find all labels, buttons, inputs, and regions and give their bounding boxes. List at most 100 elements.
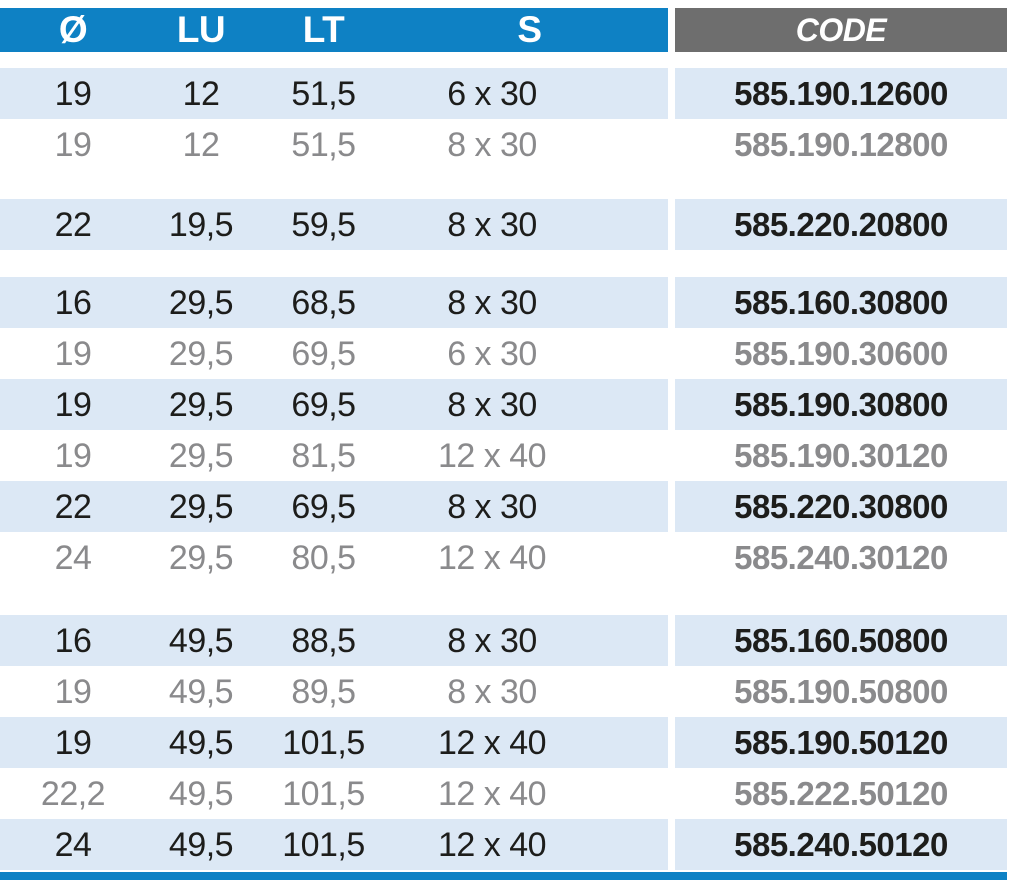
group-separator — [0, 250, 1010, 277]
column-gutter — [668, 68, 675, 119]
column-gutter — [668, 8, 675, 52]
row-main-block: 19 12 51,5 8 x 30 — [0, 119, 668, 170]
row-code-block: 585.190.30600 — [675, 328, 1007, 379]
cell-diameter: 19 — [54, 723, 92, 762]
column-gutter — [668, 481, 675, 532]
column-header-code: CODE — [795, 11, 887, 48]
cell-s: 8 x 30 — [447, 385, 537, 424]
row-code-block: 585.190.50120 — [675, 717, 1007, 768]
column-gutter — [668, 277, 675, 328]
cell-s: 6 x 30 — [447, 334, 537, 373]
cell-code: 585.240.50120 — [734, 826, 948, 863]
column-gutter — [668, 379, 675, 430]
row-main-block: 24 49,5 101,5 12 x 40 — [0, 819, 668, 870]
column-gutter — [668, 768, 675, 819]
cell-code: 585.220.30800 — [734, 488, 948, 525]
row-code-block: 585.222.50120 — [675, 768, 1007, 819]
row-code-block: 585.220.30800 — [675, 481, 1007, 532]
cell-diameter: 22 — [54, 487, 92, 526]
header-main-block: Ø LU LT S — [0, 8, 668, 52]
cell-code: 585.190.12800 — [734, 126, 948, 163]
cell-lt: 69,5 — [291, 334, 356, 373]
cell-lt: 81,5 — [291, 436, 356, 475]
bottom-accent-bar — [0, 872, 1007, 880]
cell-code: 585.160.50800 — [734, 622, 948, 659]
row-code-block: 585.190.30800 — [675, 379, 1007, 430]
cell-lu: 29,5 — [168, 436, 234, 475]
cell-lu: 29,5 — [168, 385, 234, 424]
cell-lt: 101,5 — [282, 774, 365, 813]
table-body: 19 12 51,5 6 x 30 585.190.12600 19 12 51… — [0, 68, 1010, 870]
cell-diameter: 19 — [54, 125, 92, 164]
group-separator — [0, 583, 1010, 615]
row-main-block: 19 12 51,5 6 x 30 — [0, 68, 668, 119]
cell-code: 585.190.12600 — [734, 75, 948, 112]
cell-lt: 51,5 — [291, 74, 356, 113]
cell-lt: 101,5 — [282, 723, 365, 762]
cell-s: 8 x 30 — [447, 487, 537, 526]
header-code-block: CODE — [675, 8, 1007, 52]
cell-code: 585.240.30120 — [734, 539, 948, 576]
row-main-block: 19 49,5 101,5 12 x 40 — [0, 717, 668, 768]
cell-lt: 51,5 — [291, 125, 356, 164]
header-separator — [0, 52, 1010, 68]
cell-diameter: 24 — [54, 538, 92, 577]
cell-lt: 80,5 — [291, 538, 356, 577]
cell-code: 585.190.50120 — [734, 724, 948, 761]
cell-code: 585.190.30120 — [734, 437, 948, 474]
cell-lu: 29,5 — [168, 283, 234, 322]
cell-code: 585.160.30800 — [734, 284, 948, 321]
cell-s: 12 x 40 — [437, 723, 547, 762]
table-row: 19 29,5 81,5 12 x 40 585.190.30120 — [0, 430, 1010, 481]
column-gutter — [668, 328, 675, 379]
cell-lu: 29,5 — [168, 538, 234, 577]
table-header-row: Ø LU LT S CODE — [0, 8, 1010, 52]
table-row: 19 29,5 69,5 6 x 30 585.190.30600 — [0, 328, 1010, 379]
cell-code: 585.190.30800 — [734, 386, 948, 423]
cell-diameter: 22,2 — [40, 774, 106, 813]
cell-lt: 59,5 — [291, 205, 356, 244]
cell-lt: 68,5 — [291, 283, 356, 322]
cell-s: 8 x 30 — [447, 283, 537, 322]
cell-lu: 49,5 — [168, 621, 234, 660]
row-code-block: 585.190.30120 — [675, 430, 1007, 481]
column-header-lt: LT — [302, 9, 345, 50]
cell-diameter: 16 — [54, 283, 92, 322]
cell-code: 585.220.20800 — [734, 206, 948, 243]
row-code-block: 585.240.30120 — [675, 532, 1007, 583]
cell-s: 8 x 30 — [447, 672, 537, 711]
cell-lu: 49,5 — [168, 672, 234, 711]
cell-lu: 29,5 — [168, 334, 234, 373]
table-row: 16 29,5 68,5 8 x 30 585.160.30800 — [0, 277, 1010, 328]
cell-s: 8 x 30 — [447, 621, 537, 660]
table-row: 19 29,5 69,5 8 x 30 585.190.30800 — [0, 379, 1010, 430]
cell-code: 585.190.50800 — [734, 673, 948, 710]
cell-code: 585.222.50120 — [734, 775, 948, 812]
column-gutter — [668, 430, 675, 481]
cell-s: 12 x 40 — [437, 538, 547, 577]
table-row: 22 19,5 59,5 8 x 30 585.220.20800 — [0, 199, 1010, 250]
column-header-lu: LU — [176, 9, 226, 50]
cell-s: 8 x 30 — [447, 205, 537, 244]
row-code-block: 585.220.20800 — [675, 199, 1007, 250]
cell-diameter: 19 — [54, 74, 92, 113]
row-main-block: 22 29,5 69,5 8 x 30 — [0, 481, 668, 532]
cell-lu: 49,5 — [168, 774, 234, 813]
table-row: 16 49,5 88,5 8 x 30 585.160.50800 — [0, 615, 1010, 666]
column-gutter — [668, 717, 675, 768]
cell-s: 6 x 30 — [447, 74, 537, 113]
column-header-diameter: Ø — [58, 9, 88, 50]
cell-lu: 12 — [182, 74, 220, 113]
table-row: 19 49,5 101,5 12 x 40 585.190.50120 — [0, 717, 1010, 768]
column-header-s: S — [517, 9, 542, 50]
table-row: 22 29,5 69,5 8 x 30 585.220.30800 — [0, 481, 1010, 532]
cell-lt: 69,5 — [291, 487, 356, 526]
table-row: 24 29,5 80,5 12 x 40 585.240.30120 — [0, 532, 1010, 583]
cell-s: 12 x 40 — [437, 825, 547, 864]
cell-lu: 49,5 — [168, 825, 234, 864]
row-code-block: 585.240.50120 — [675, 819, 1007, 870]
column-gutter — [668, 615, 675, 666]
table-row: 19 12 51,5 8 x 30 585.190.12800 — [0, 119, 1010, 170]
row-main-block: 19 29,5 81,5 12 x 40 — [0, 430, 668, 481]
